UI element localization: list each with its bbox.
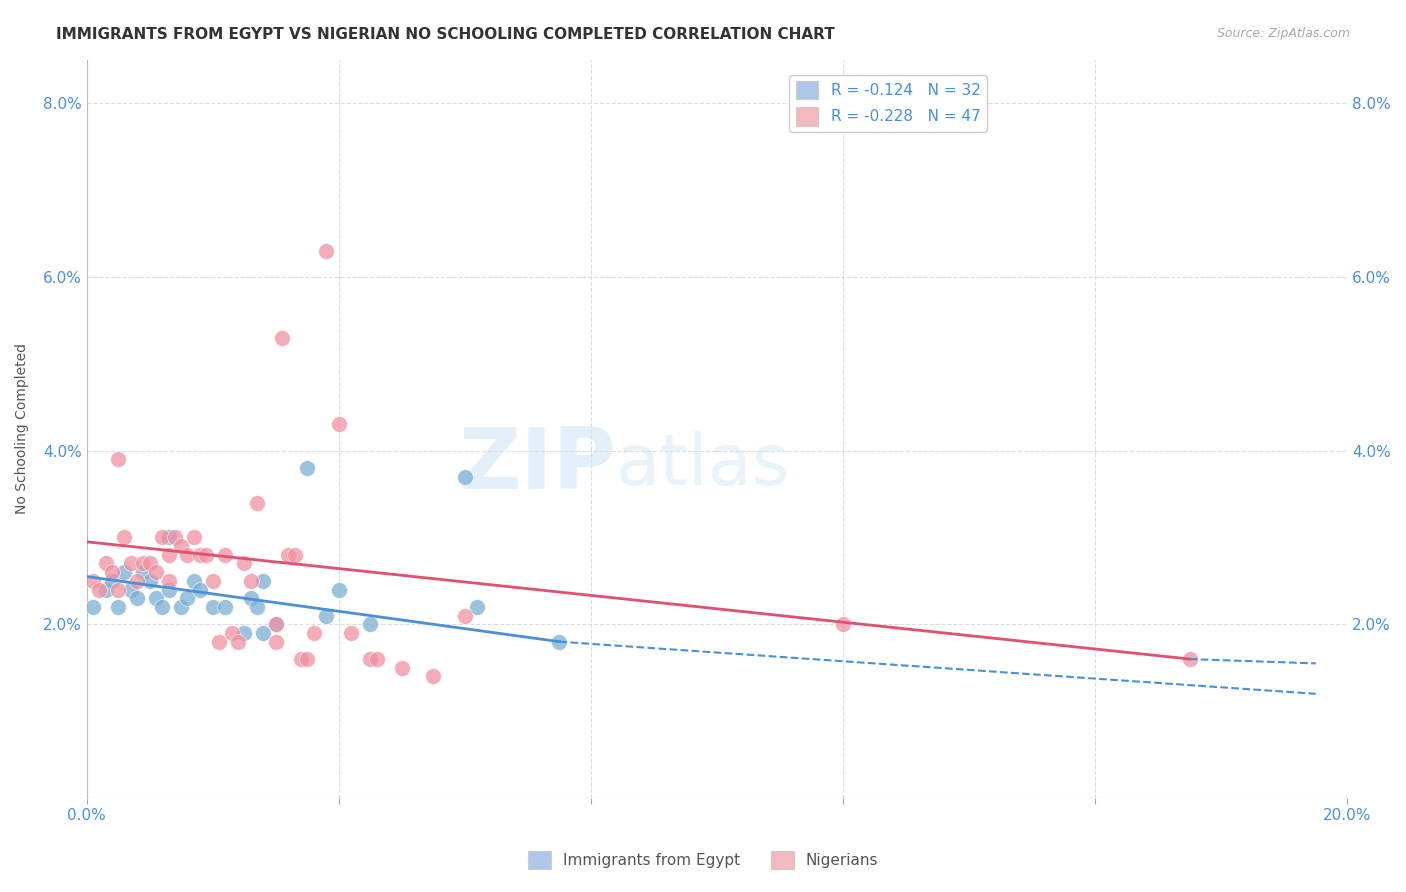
Text: Source: ZipAtlas.com: Source: ZipAtlas.com (1216, 27, 1350, 40)
Point (101, 574, 124, 588)
Point (176, 591, 198, 606)
Point (239, 591, 262, 606)
Point (107, 452, 129, 467)
Legend: R = -0.124   N = 32, R = -0.228   N = 47: R = -0.124 N = 32, R = -0.228 N = 47 (789, 75, 987, 132)
Point (290, 652, 312, 666)
Point (246, 599, 269, 614)
Point (82, 574, 104, 588)
Text: ZIP: ZIP (458, 425, 616, 508)
Point (264, 617, 287, 632)
Point (120, 557, 142, 571)
Point (328, 417, 350, 432)
Point (233, 626, 256, 640)
Point (233, 557, 256, 571)
Point (176, 548, 198, 562)
Point (114, 530, 136, 544)
Point (214, 548, 236, 562)
Point (264, 617, 287, 632)
Point (89, 582, 111, 597)
Point (252, 626, 274, 640)
Point (548, 634, 571, 648)
Point (145, 565, 167, 579)
Text: IMMIGRANTS FROM EGYPT VS NIGERIAN NO SCHOOLING COMPLETED CORRELATION CHART: IMMIGRANTS FROM EGYPT VS NIGERIAN NO SCH… (56, 27, 835, 42)
Text: atlas: atlas (616, 431, 790, 500)
Point (340, 626, 363, 640)
Point (183, 574, 205, 588)
Y-axis label: No Schooling Completed: No Schooling Completed (15, 343, 30, 515)
Point (163, 530, 186, 544)
Point (107, 582, 129, 597)
Point (226, 634, 249, 648)
Point (138, 557, 160, 571)
Point (359, 652, 381, 666)
Point (145, 591, 167, 606)
Point (297, 652, 319, 666)
Point (150, 530, 173, 544)
Point (125, 574, 148, 588)
Point (195, 548, 218, 562)
Point (239, 574, 262, 588)
Point (252, 574, 274, 588)
Point (125, 591, 148, 606)
Point (201, 599, 224, 614)
Point (157, 530, 180, 544)
Point (170, 599, 193, 614)
Point (157, 582, 180, 597)
Point (94, 582, 117, 597)
Point (214, 599, 236, 614)
Point (183, 530, 205, 544)
Point (467, 599, 489, 614)
Point (284, 548, 307, 562)
Point (391, 661, 413, 675)
Point (107, 599, 129, 614)
Point (328, 582, 350, 597)
Point (94, 557, 117, 571)
Point (264, 634, 287, 648)
Point (132, 565, 155, 579)
Point (188, 582, 211, 597)
Point (359, 617, 381, 632)
Point (188, 548, 211, 562)
Legend: Immigrants from Egypt, Nigerians: Immigrants from Egypt, Nigerians (522, 845, 884, 875)
Point (271, 330, 294, 344)
Point (246, 496, 269, 510)
Point (1178, 652, 1201, 666)
Point (132, 557, 155, 571)
Point (277, 548, 299, 562)
Point (150, 599, 173, 614)
Point (114, 565, 136, 579)
Point (201, 574, 224, 588)
Point (315, 244, 337, 258)
Point (157, 548, 180, 562)
Point (297, 461, 319, 475)
Point (120, 582, 142, 597)
Point (101, 565, 124, 579)
Point (454, 469, 477, 483)
Point (208, 634, 231, 648)
Point (302, 626, 325, 640)
Point (422, 669, 444, 683)
Point (170, 539, 193, 553)
Point (315, 608, 337, 623)
Point (366, 652, 388, 666)
Point (138, 574, 160, 588)
Point (832, 617, 855, 632)
Point (157, 574, 180, 588)
Point (82, 599, 104, 614)
Point (454, 608, 477, 623)
Point (221, 626, 243, 640)
